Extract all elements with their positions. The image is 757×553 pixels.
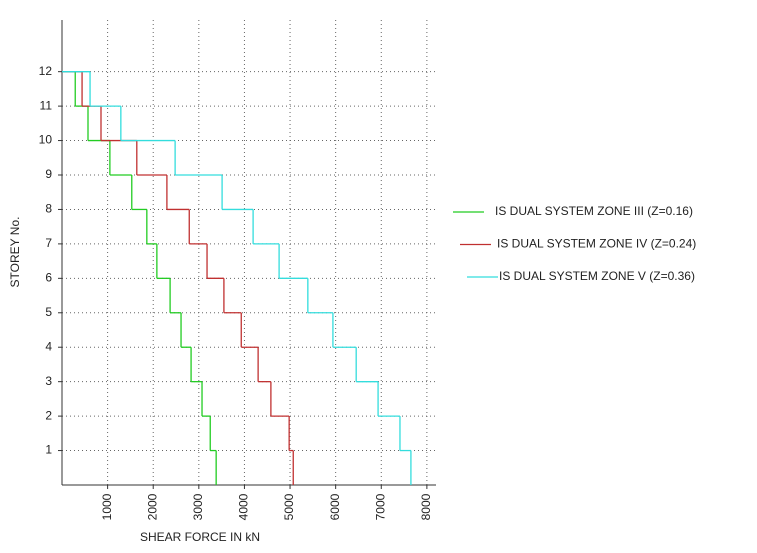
x-tick-label: 7000 <box>373 493 387 520</box>
y-tick-label: 1 <box>45 443 52 457</box>
x-tick-label: 5000 <box>282 493 296 520</box>
x-tick-label: 1000 <box>100 493 114 520</box>
legend-label: IS DUAL SYSTEM ZONE IV (Z=0.24) <box>497 237 696 251</box>
x-tick-label: 3000 <box>191 493 205 520</box>
x-tick-label: 2000 <box>145 493 159 520</box>
y-tick-label: 9 <box>45 167 52 181</box>
y-tick-label: 3 <box>45 374 52 388</box>
y-tick-label: 10 <box>39 133 53 147</box>
x-tick-label: 6000 <box>328 493 342 520</box>
y-tick-label: 8 <box>45 202 52 216</box>
legend-label: IS DUAL SYSTEM ZONE V (Z=0.36) <box>499 269 695 283</box>
x-tick-label: 4000 <box>237 493 251 520</box>
legend-label: IS DUAL SYSTEM ZONE III (Z=0.16) <box>495 204 693 218</box>
y-tick-label: 12 <box>39 64 53 78</box>
y-tick-label: 6 <box>45 271 52 285</box>
y-tick-label: 11 <box>40 98 53 112</box>
y-tick-label: 7 <box>45 236 52 250</box>
y-axis-label: STOREY No. <box>8 217 22 288</box>
y-tick-label: 2 <box>45 408 52 422</box>
y-tick-label: 5 <box>45 305 52 319</box>
y-tick-label: 4 <box>45 339 52 353</box>
x-axis-label: SHEAR FORCE IN kN <box>140 530 260 544</box>
x-tick-label: 8000 <box>419 493 433 520</box>
